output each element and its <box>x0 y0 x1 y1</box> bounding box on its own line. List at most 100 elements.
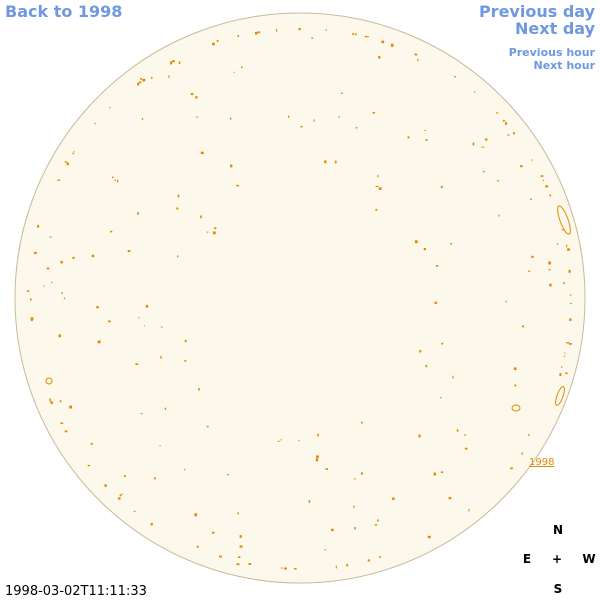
previous-hour-link[interactable]: Previous hour <box>509 46 596 59</box>
field-speck <box>206 425 209 428</box>
region-contour <box>555 386 565 406</box>
field-speck <box>353 478 356 480</box>
field-speck <box>73 151 75 153</box>
field-speck <box>170 61 173 65</box>
back-link[interactable]: Back to 1998 <box>5 2 122 21</box>
field-speck <box>440 471 444 473</box>
field-speck <box>72 153 74 155</box>
field-speck <box>563 282 565 285</box>
field-speck <box>427 535 431 539</box>
field-speck <box>119 494 122 497</box>
compass-west: W <box>582 552 595 566</box>
region-label[interactable]: 1998 <box>529 457 554 468</box>
next-hour-link[interactable]: Next hour <box>534 59 596 72</box>
field-speck <box>450 243 453 245</box>
field-speck <box>176 207 179 210</box>
field-speck <box>212 531 215 534</box>
field-speck <box>60 261 63 264</box>
field-speck <box>505 122 507 126</box>
field-speck <box>561 366 563 369</box>
region-contour <box>557 205 571 235</box>
field-speck <box>530 198 532 200</box>
field-speck <box>548 261 551 265</box>
field-speck <box>563 355 566 357</box>
field-speck <box>277 440 280 442</box>
field-speck <box>239 535 242 538</box>
field-speck <box>567 248 570 251</box>
next-day-link[interactable]: Next day <box>515 19 596 38</box>
field-speck <box>64 161 67 163</box>
compass-east: E <box>523 552 531 566</box>
field-speck <box>137 82 140 86</box>
field-speck <box>324 549 327 551</box>
field-speck <box>464 434 466 436</box>
field-speck <box>354 33 357 36</box>
field-speck <box>317 433 319 437</box>
field-speck <box>255 31 258 35</box>
field-speck <box>352 33 354 35</box>
previous-day-link[interactable]: Previous day <box>479 2 596 21</box>
field-speck <box>284 567 287 570</box>
field-speck <box>372 112 375 114</box>
field-speck <box>569 318 572 321</box>
field-speck <box>177 194 180 198</box>
field-speck <box>159 445 161 447</box>
compass-south: S <box>554 582 563 596</box>
field-speck <box>238 556 241 558</box>
field-speck <box>219 555 222 558</box>
field-speck <box>97 340 101 344</box>
field-speck <box>178 61 181 65</box>
field-speck <box>367 559 370 562</box>
field-speck <box>481 146 485 148</box>
field-speck <box>87 464 91 467</box>
field-speck <box>114 179 116 182</box>
field-speck <box>315 458 319 462</box>
field-speck <box>531 159 533 161</box>
field-speck <box>137 212 139 215</box>
field-speck <box>94 122 96 125</box>
field-speck <box>334 160 337 164</box>
field-speck <box>448 497 452 500</box>
field-speck <box>561 229 564 231</box>
field-speck <box>194 513 198 517</box>
field-speck <box>287 115 290 118</box>
field-speck <box>433 472 436 476</box>
field-speck <box>43 285 45 287</box>
field-speck <box>375 185 379 187</box>
field-speck <box>521 325 524 328</box>
field-speck <box>391 497 395 500</box>
field-speck <box>177 255 179 258</box>
field-speck <box>464 447 468 450</box>
field-speck <box>549 283 552 287</box>
field-speck <box>172 60 175 63</box>
field-speck <box>482 170 485 173</box>
field-speck <box>110 230 113 233</box>
field-speck <box>140 78 142 80</box>
field-speck <box>298 28 301 31</box>
field-speck <box>419 350 422 353</box>
field-speck <box>569 343 572 345</box>
field-speck <box>531 255 534 258</box>
field-speck <box>331 528 334 532</box>
field-speck <box>423 248 426 251</box>
field-speck <box>233 71 235 73</box>
field-speck <box>196 116 199 118</box>
field-speck <box>164 407 167 410</box>
field-speck <box>452 375 454 379</box>
field-speck <box>496 180 500 182</box>
field-speck <box>30 298 32 301</box>
field-speck <box>138 316 140 319</box>
field-speck <box>418 434 421 438</box>
field-speck <box>230 164 233 168</box>
field-speck <box>415 53 418 56</box>
field-speck <box>564 352 566 354</box>
field-speck <box>138 81 142 84</box>
field-speck <box>566 244 568 248</box>
field-speck <box>127 250 131 253</box>
field-speck <box>454 76 457 78</box>
field-speck <box>325 468 328 470</box>
field-speck <box>407 136 410 139</box>
field-speck <box>117 179 119 183</box>
field-speck <box>108 320 111 323</box>
